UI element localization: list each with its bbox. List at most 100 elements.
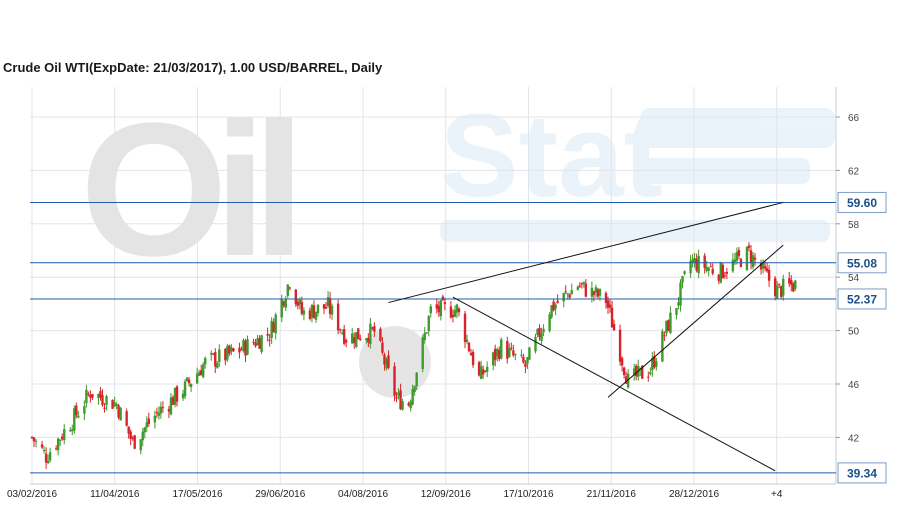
candle-body xyxy=(709,266,712,268)
candle-body xyxy=(705,266,708,272)
candle-body xyxy=(711,268,714,274)
candle-body xyxy=(477,362,481,376)
y-tick-label: 54 xyxy=(848,273,860,284)
candle-body xyxy=(246,339,249,355)
candle-body xyxy=(381,342,384,353)
candle-body xyxy=(173,387,177,405)
candle-body xyxy=(733,259,737,262)
level-label: 55.08 xyxy=(847,256,877,270)
candle-body xyxy=(338,329,342,331)
candle-body xyxy=(510,347,513,349)
x-tick-label: +4 xyxy=(771,489,783,500)
candle-body xyxy=(310,305,314,318)
candle-body xyxy=(111,399,114,409)
candle-body xyxy=(536,328,539,335)
candle-body xyxy=(649,372,652,374)
candle-body xyxy=(367,337,370,343)
candle-body xyxy=(268,339,271,341)
candle-body xyxy=(538,327,541,338)
candle-body xyxy=(449,306,453,318)
candle-body xyxy=(385,359,388,369)
candle-body xyxy=(115,404,118,406)
candle-body xyxy=(653,356,656,368)
candle-body xyxy=(143,427,146,433)
candle-body xyxy=(56,438,60,451)
candle-body xyxy=(455,304,459,313)
candle-body xyxy=(73,408,76,431)
candle-body xyxy=(393,366,396,396)
candle-body xyxy=(479,366,483,379)
candle-body xyxy=(322,304,326,309)
candle-body xyxy=(483,371,487,373)
candle-body xyxy=(395,397,398,399)
candle-body xyxy=(773,278,777,297)
candle-body xyxy=(492,352,495,366)
candle-body xyxy=(498,350,501,360)
candle-body xyxy=(83,406,86,414)
candle-body xyxy=(582,281,586,284)
candle-body xyxy=(467,342,471,352)
candle-body xyxy=(425,332,428,334)
candle-body xyxy=(326,297,330,307)
candle-body xyxy=(69,430,72,432)
candle-body xyxy=(697,255,700,274)
candle-body xyxy=(316,304,320,314)
candle-body xyxy=(169,397,173,415)
candle-body xyxy=(127,426,130,434)
candle-body xyxy=(663,335,666,337)
candle-body xyxy=(54,448,58,450)
candle-body xyxy=(584,283,588,297)
candle-body xyxy=(340,332,344,334)
level-label-box xyxy=(837,191,887,213)
candle-body xyxy=(411,389,414,405)
candle-body xyxy=(131,437,134,439)
candle-body xyxy=(514,354,517,356)
x-tick-label: 28/12/2016 xyxy=(669,489,719,500)
candle-body xyxy=(232,348,235,352)
candle-body xyxy=(429,306,432,314)
candle-body xyxy=(496,348,499,357)
candle-body xyxy=(612,324,616,331)
candle-body xyxy=(618,329,622,362)
candle-body xyxy=(34,440,38,442)
watermark-drop-shape xyxy=(359,326,431,398)
x-tick-label: 21/11/2016 xyxy=(587,489,637,500)
candle-body xyxy=(85,389,88,404)
candle-body xyxy=(274,314,277,334)
candle-body xyxy=(721,264,725,279)
candle-body xyxy=(703,255,706,269)
candle-body xyxy=(42,449,46,451)
watermark-bar-bottom xyxy=(440,220,830,242)
x-tick-label: 17/05/2016 xyxy=(172,489,222,500)
candle-body xyxy=(540,332,543,342)
candle-body xyxy=(747,245,751,248)
x-tick-label: 17/10/2016 xyxy=(503,489,553,500)
candle-body xyxy=(590,287,594,297)
candle-body xyxy=(570,290,573,295)
candle-body xyxy=(508,347,511,357)
candle-body xyxy=(201,364,205,377)
candle-body xyxy=(244,341,247,356)
candle-body xyxy=(153,415,157,423)
candle-body xyxy=(554,304,557,309)
candle-body xyxy=(737,250,741,256)
candle-body xyxy=(369,323,372,345)
candle-body xyxy=(286,284,289,296)
candle-body xyxy=(777,283,781,285)
candle-body xyxy=(125,411,128,426)
candle-body xyxy=(465,339,469,342)
candle-body xyxy=(782,278,785,296)
candle-body xyxy=(105,396,108,406)
chart-title: Crude Oil WTI(ExpDate: 21/03/2017), 1.00… xyxy=(3,60,383,75)
level-label: 52.37 xyxy=(847,292,877,306)
candle-body xyxy=(566,293,569,295)
trend-line xyxy=(452,296,776,472)
candle-body xyxy=(147,418,151,424)
candle-body xyxy=(258,338,261,349)
candle-body xyxy=(379,328,382,341)
candle-body xyxy=(48,452,52,461)
candle-body xyxy=(580,283,584,285)
candle-body xyxy=(75,405,78,416)
candle-body xyxy=(506,340,509,359)
candle-body xyxy=(300,301,304,314)
